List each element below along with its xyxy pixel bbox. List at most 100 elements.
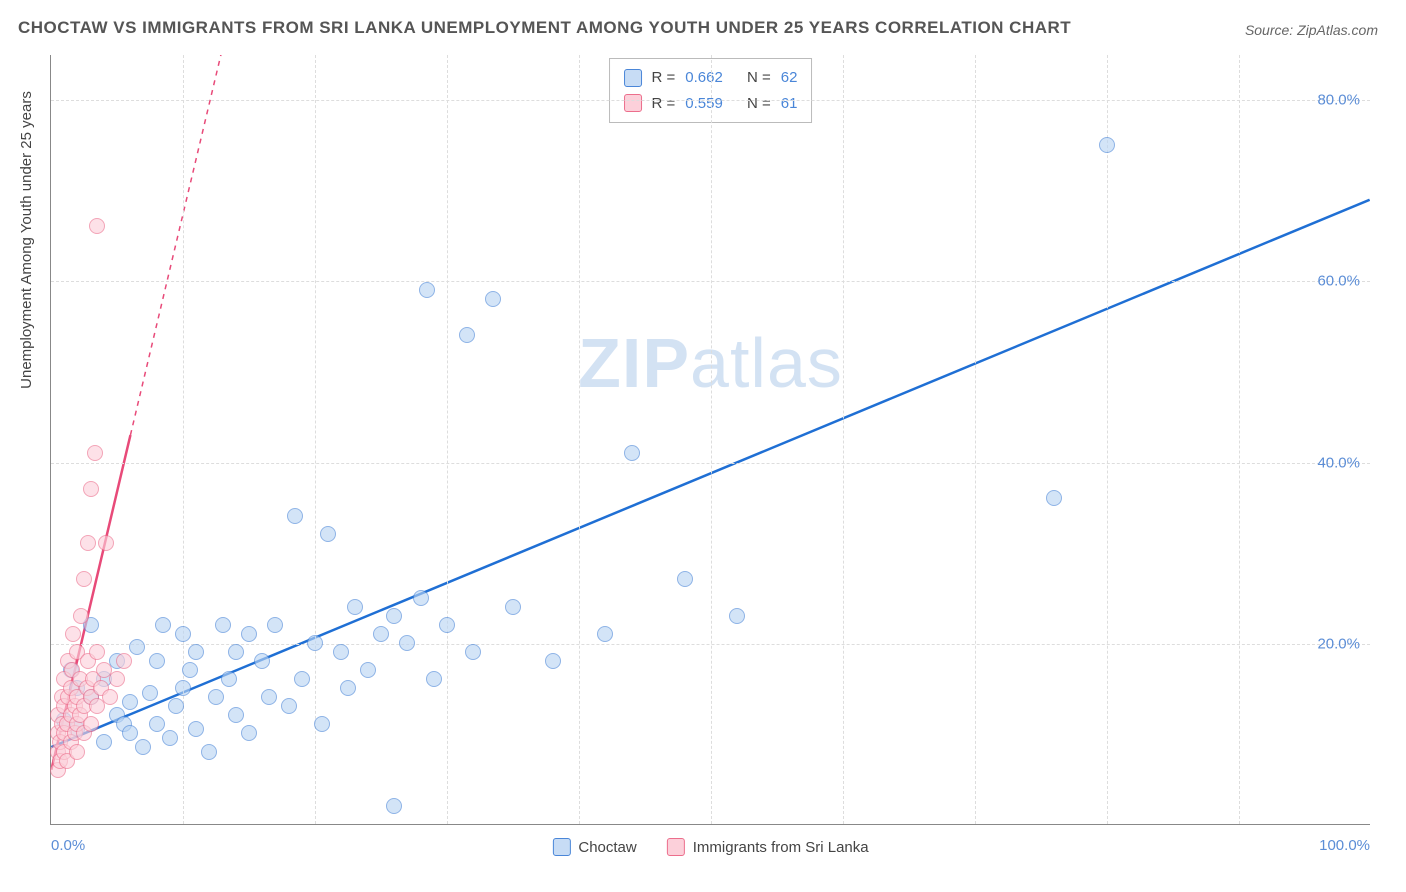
data-point bbox=[122, 694, 138, 710]
data-point bbox=[155, 617, 171, 633]
source-label: Source: ZipAtlas.com bbox=[1245, 22, 1378, 38]
data-point bbox=[142, 685, 158, 701]
data-point bbox=[485, 291, 501, 307]
data-point bbox=[426, 671, 442, 687]
data-point bbox=[287, 508, 303, 524]
data-point bbox=[65, 626, 81, 642]
data-point bbox=[267, 617, 283, 633]
legend-label: Choctaw bbox=[578, 839, 636, 856]
data-point bbox=[677, 571, 693, 587]
legend-series: Choctaw Immigrants from Sri Lanka bbox=[552, 838, 868, 856]
data-point bbox=[347, 599, 363, 615]
data-point bbox=[545, 653, 561, 669]
data-point bbox=[175, 626, 191, 642]
data-point bbox=[89, 644, 105, 660]
data-point bbox=[360, 662, 376, 678]
data-point bbox=[168, 698, 184, 714]
data-point bbox=[69, 744, 85, 760]
gridline-v bbox=[975, 55, 976, 824]
data-point bbox=[73, 608, 89, 624]
data-point bbox=[1099, 137, 1115, 153]
swatch-pink-icon bbox=[667, 838, 685, 856]
data-point bbox=[307, 635, 323, 651]
data-point bbox=[333, 644, 349, 660]
legend-item: Choctaw bbox=[552, 838, 636, 856]
data-point bbox=[320, 526, 336, 542]
y-tick-label: 60.0% bbox=[1317, 273, 1360, 290]
data-point bbox=[340, 680, 356, 696]
data-point bbox=[109, 671, 125, 687]
y-tick-label: 20.0% bbox=[1317, 635, 1360, 652]
data-point bbox=[221, 671, 237, 687]
data-point bbox=[149, 716, 165, 732]
data-point bbox=[261, 689, 277, 705]
data-point bbox=[89, 218, 105, 234]
data-point bbox=[439, 617, 455, 633]
chart-title: CHOCTAW VS IMMIGRANTS FROM SRI LANKA UNE… bbox=[18, 18, 1071, 38]
n-value: 61 bbox=[781, 91, 798, 117]
gridline-v bbox=[447, 55, 448, 824]
y-tick-label: 40.0% bbox=[1317, 454, 1360, 471]
data-point bbox=[175, 680, 191, 696]
plot-area: ZIPatlas R = 0.662 N = 62 R = 0.559 N = … bbox=[50, 55, 1370, 825]
swatch-blue-icon bbox=[624, 69, 642, 87]
x-tick-label: 0.0% bbox=[51, 837, 85, 854]
gridline-v bbox=[1107, 55, 1108, 824]
data-point bbox=[135, 739, 151, 755]
legend-item: Immigrants from Sri Lanka bbox=[667, 838, 869, 856]
data-point bbox=[87, 445, 103, 461]
gridline-v bbox=[711, 55, 712, 824]
data-point bbox=[459, 327, 475, 343]
gridline-v bbox=[843, 55, 844, 824]
data-point bbox=[624, 445, 640, 461]
data-point bbox=[83, 716, 99, 732]
data-point bbox=[129, 639, 145, 655]
data-point bbox=[149, 653, 165, 669]
data-point bbox=[254, 653, 270, 669]
data-point bbox=[208, 689, 224, 705]
data-point bbox=[102, 689, 118, 705]
n-label: N = bbox=[747, 65, 771, 91]
gridline-v bbox=[315, 55, 316, 824]
r-value: 0.662 bbox=[685, 65, 723, 91]
data-point bbox=[122, 725, 138, 741]
swatch-pink-icon bbox=[624, 94, 642, 112]
data-point bbox=[1046, 490, 1062, 506]
data-point bbox=[241, 725, 257, 741]
data-point bbox=[96, 734, 112, 750]
data-point bbox=[399, 635, 415, 651]
data-point bbox=[373, 626, 389, 642]
swatch-blue-icon bbox=[552, 838, 570, 856]
data-point bbox=[314, 716, 330, 732]
data-point bbox=[281, 698, 297, 714]
data-point bbox=[729, 608, 745, 624]
data-point bbox=[76, 571, 92, 587]
data-point bbox=[294, 671, 310, 687]
data-point bbox=[597, 626, 613, 642]
data-point bbox=[386, 608, 402, 624]
data-point bbox=[215, 617, 231, 633]
data-point bbox=[386, 798, 402, 814]
data-point bbox=[201, 744, 217, 760]
data-point bbox=[83, 481, 99, 497]
data-point bbox=[182, 662, 198, 678]
legend-label: Immigrants from Sri Lanka bbox=[693, 839, 869, 856]
n-label: N = bbox=[747, 91, 771, 117]
data-point bbox=[465, 644, 481, 660]
y-axis-label: Unemployment Among Youth under 25 years bbox=[18, 40, 35, 440]
data-point bbox=[413, 590, 429, 606]
gridline-v bbox=[579, 55, 580, 824]
data-point bbox=[116, 653, 132, 669]
r-value: 0.559 bbox=[685, 91, 723, 117]
x-tick-label: 100.0% bbox=[1319, 837, 1370, 854]
n-value: 62 bbox=[781, 65, 798, 91]
data-point bbox=[162, 730, 178, 746]
data-point bbox=[241, 626, 257, 642]
y-tick-label: 80.0% bbox=[1317, 92, 1360, 109]
r-label: R = bbox=[652, 91, 676, 117]
gridline-v bbox=[1239, 55, 1240, 824]
data-point bbox=[228, 707, 244, 723]
data-point bbox=[188, 721, 204, 737]
data-point bbox=[188, 644, 204, 660]
data-point bbox=[419, 282, 435, 298]
